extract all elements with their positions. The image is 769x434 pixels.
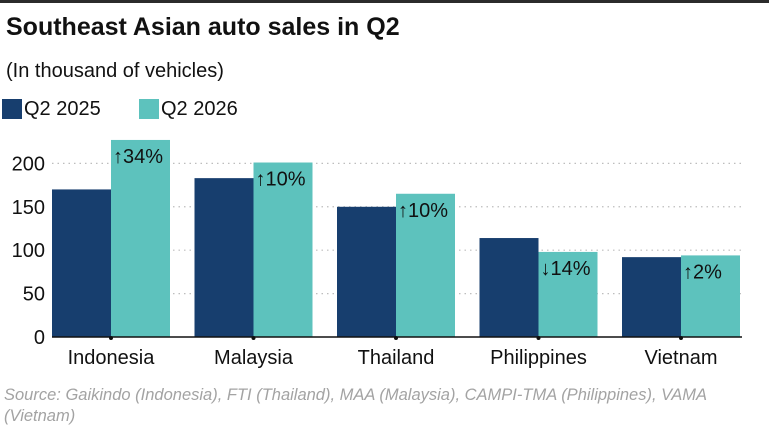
legend-label-q2-2025: Q2 2025: [24, 98, 101, 120]
legend-label-q2-2026: Q2 2026: [161, 98, 238, 120]
change-label-philippines: ↓14%: [541, 258, 591, 280]
y-tick-label-0: 0: [34, 327, 45, 349]
x-tick-label-indonesia: Indonesia: [68, 347, 156, 369]
change-label-indonesia: ↑34%: [113, 146, 163, 168]
change-label-vietnam: ↑2%: [683, 261, 722, 283]
bar-chart: 0 50 100 150 200 Indonesia ↑34% Malaysia ↑10% Tha…: [12, 139, 742, 369]
change-label-thailand: ↑10%: [398, 200, 448, 222]
x-tick-label-thailand: Thailand: [358, 347, 435, 369]
source-note: Source: Gaikindo (Indonesia), FTI (Thail…: [4, 386, 707, 425]
bar-malaysia-q2-2026: [253, 162, 313, 337]
y-tick-label-200: 200: [12, 153, 45, 175]
x-tick-label-vietnam: Vietnam: [644, 347, 717, 369]
y-tick-label-50: 50: [23, 284, 45, 306]
y-tick-label-150: 150: [12, 197, 45, 219]
bar-philippines-q2-2026: [538, 251, 598, 337]
chart-title: Southeast Asian auto sales in Q2: [6, 13, 400, 41]
bar-indonesia-q2-2025: [52, 189, 111, 337]
bar-malaysia-q2-2025: [194, 178, 254, 337]
change-label-malaysia: ↑10%: [256, 169, 306, 191]
bar-philippines-q2-2025: [479, 238, 539, 337]
bar-vietnam-q2-2025: [622, 257, 681, 337]
x-tick-label-philippines: Philippines: [490, 347, 587, 369]
x-tick-label-malaysia: Malaysia: [214, 347, 294, 369]
top-rule: [0, 0, 769, 3]
bar-indonesia-q2-2026: [111, 139, 170, 337]
legend-swatch-q2-2025: [2, 99, 22, 119]
bar-thailand-q2-2025: [337, 206, 396, 337]
chart-subtitle: (In thousand of vehicles): [6, 60, 224, 82]
y-tick-label-100: 100: [12, 240, 45, 262]
bar-vietnam-q2-2026: [681, 255, 740, 337]
bar-thailand-q2-2026: [396, 193, 455, 337]
legend-swatch-q2-2026: [139, 99, 159, 119]
